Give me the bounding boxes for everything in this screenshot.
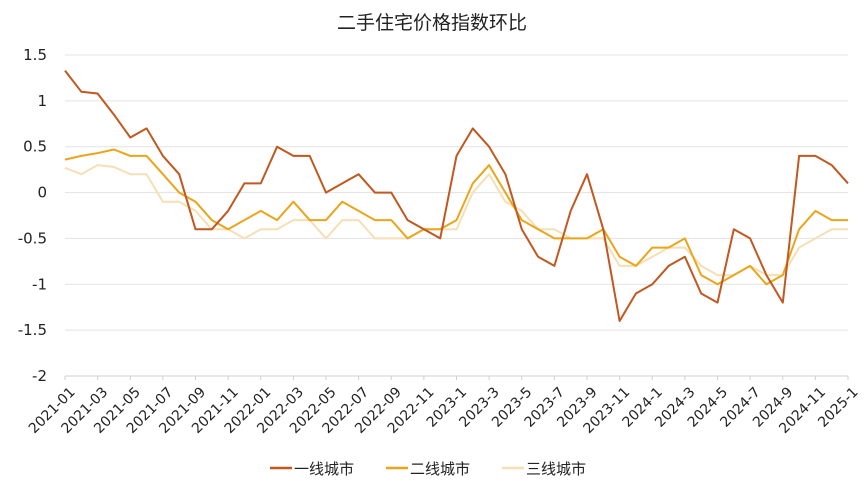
series-line-3	[64, 164, 848, 277]
y-axis: 1.5 1 0.5 0 -0.5 -1 -1.5 -2	[18, 46, 47, 385]
legend-label-1: 一线城市	[294, 460, 354, 478]
y-tick-label: 0	[37, 184, 47, 202]
y-tick-label: -1	[32, 275, 47, 293]
series-lines	[64, 69, 849, 322]
y-tick-label: 0.5	[23, 138, 47, 156]
chart-title: 二手住宅价格指数环比	[337, 12, 527, 34]
series-line-1	[64, 69, 849, 322]
legend-label-2: 二线城市	[410, 460, 470, 478]
legend: 一线城市 二线城市 三线城市	[270, 460, 586, 478]
y-tick-label: -1.5	[18, 321, 47, 339]
y-tick-label: 1.5	[23, 46, 47, 64]
y-tick-label: -0.5	[18, 229, 47, 247]
gridlines	[65, 54, 848, 331]
y-tick-label: 1	[37, 92, 47, 110]
y-tick-label: -2	[32, 367, 47, 385]
x-axis: 2021-012021-032021-052021-072021-092021-…	[26, 376, 862, 437]
series-line-2	[64, 148, 848, 286]
legend-label-3: 三线城市	[526, 460, 586, 478]
